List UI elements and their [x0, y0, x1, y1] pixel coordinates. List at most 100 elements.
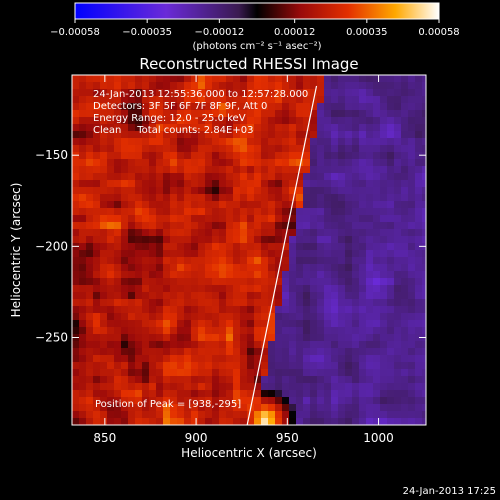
heatmap-cell [177, 257, 185, 265]
heatmap-cell [107, 145, 115, 153]
heatmap-cell [303, 320, 311, 328]
heatmap-cell [254, 236, 262, 244]
heatmap-cell [366, 313, 374, 321]
heatmap-cell [79, 383, 87, 391]
heatmap-cell [205, 320, 213, 328]
heatmap-cell [198, 173, 206, 181]
heatmap-cell [254, 390, 262, 398]
heatmap-cell [254, 166, 262, 174]
heatmap-cell [359, 397, 367, 405]
heatmap-cell [128, 369, 136, 377]
heatmap-cell [114, 327, 122, 335]
heatmap-cell [86, 376, 94, 384]
heatmap-cell [233, 152, 241, 160]
heatmap-cell [289, 229, 297, 237]
heatmap-cell [93, 250, 101, 258]
heatmap-cell [135, 411, 143, 419]
heatmap-cell [142, 397, 150, 405]
heatmap-cell [331, 166, 339, 174]
heatmap-cell [310, 278, 318, 286]
heatmap-cell [121, 103, 129, 111]
heatmap-cell [401, 299, 409, 307]
heatmap-cell [268, 145, 276, 153]
heatmap-cell [142, 418, 150, 425]
heatmap-cell [72, 75, 80, 83]
heatmap-cell [373, 404, 381, 412]
heatmap-cell [387, 341, 395, 349]
heatmap-cell [219, 110, 227, 118]
heatmap-cell [401, 327, 409, 335]
heatmap-cell [380, 334, 388, 342]
heatmap-cell [310, 292, 318, 300]
heatmap-cell [401, 110, 409, 118]
heatmap-cell [338, 215, 346, 223]
heatmap-cell [296, 362, 304, 370]
heatmap-cell [184, 390, 192, 398]
heatmap-cell [373, 222, 381, 230]
heatmap-cell [156, 327, 164, 335]
heatmap-cell [268, 362, 276, 370]
heatmap-cell [261, 89, 269, 97]
heatmap-cell [107, 194, 115, 202]
heatmap-cell [289, 271, 297, 279]
heatmap-cell [303, 117, 311, 125]
heatmap-cell [247, 369, 255, 377]
heatmap-cell [149, 271, 157, 279]
heatmap-cell [219, 320, 227, 328]
heatmap-cell [408, 180, 416, 188]
heatmap-cell [408, 250, 416, 258]
heatmap-cell [422, 229, 426, 237]
heatmap-cell [121, 75, 129, 83]
heatmap-cell [212, 306, 220, 314]
heatmap-cell [219, 117, 227, 125]
heatmap-cell [212, 334, 220, 342]
heatmap-cell [366, 173, 374, 181]
heatmap-cell [303, 96, 311, 104]
heatmap-cell [387, 215, 395, 223]
heatmap-cell [422, 306, 426, 314]
heatmap-cell [275, 131, 283, 139]
heatmap-cell [387, 180, 395, 188]
heatmap-cell [128, 208, 136, 216]
heatmap-cell [226, 201, 234, 209]
heatmap-cell [212, 208, 220, 216]
heatmap-cell [310, 348, 318, 356]
heatmap-cell [261, 222, 269, 230]
heatmap-cell [128, 159, 136, 167]
heatmap-cell [331, 152, 339, 160]
heatmap-cell [254, 383, 262, 391]
heatmap-cell [219, 390, 227, 398]
heatmap-cell [275, 285, 283, 293]
heatmap-cell [345, 299, 353, 307]
heatmap-cell [331, 341, 339, 349]
heatmap-cell [170, 348, 178, 356]
heatmap-cell [352, 306, 360, 314]
heatmap-cell [93, 96, 101, 104]
heatmap-cell [415, 341, 423, 349]
heatmap-cell [310, 369, 318, 377]
heatmap-cell [107, 187, 115, 195]
heatmap-cell [275, 306, 283, 314]
heatmap-cell [401, 145, 409, 153]
heatmap-cell [72, 397, 80, 405]
heatmap-cell [219, 397, 227, 405]
heatmap-cell [380, 110, 388, 118]
heatmap-cell [359, 418, 367, 425]
heatmap-cell [86, 103, 94, 111]
heatmap-cell [261, 166, 269, 174]
heatmap-cell [282, 355, 290, 363]
heatmap-cell [100, 411, 108, 419]
heatmap-cell [303, 124, 311, 132]
heatmap-cell [100, 376, 108, 384]
heatmap-cell [275, 243, 283, 251]
heatmap-cell [121, 348, 129, 356]
heatmap-cell [366, 75, 374, 83]
heatmap-cell [317, 215, 325, 223]
annotations: 24-Jan-2013 12:55:36.000 to 12:57:28.000… [93, 89, 308, 410]
heatmap-cell [156, 397, 164, 405]
heatmap-cell [219, 159, 227, 167]
heatmap-cell [282, 236, 290, 244]
heatmap-cell [387, 75, 395, 83]
heatmap-cell [93, 138, 101, 146]
heatmap-cell [142, 131, 150, 139]
